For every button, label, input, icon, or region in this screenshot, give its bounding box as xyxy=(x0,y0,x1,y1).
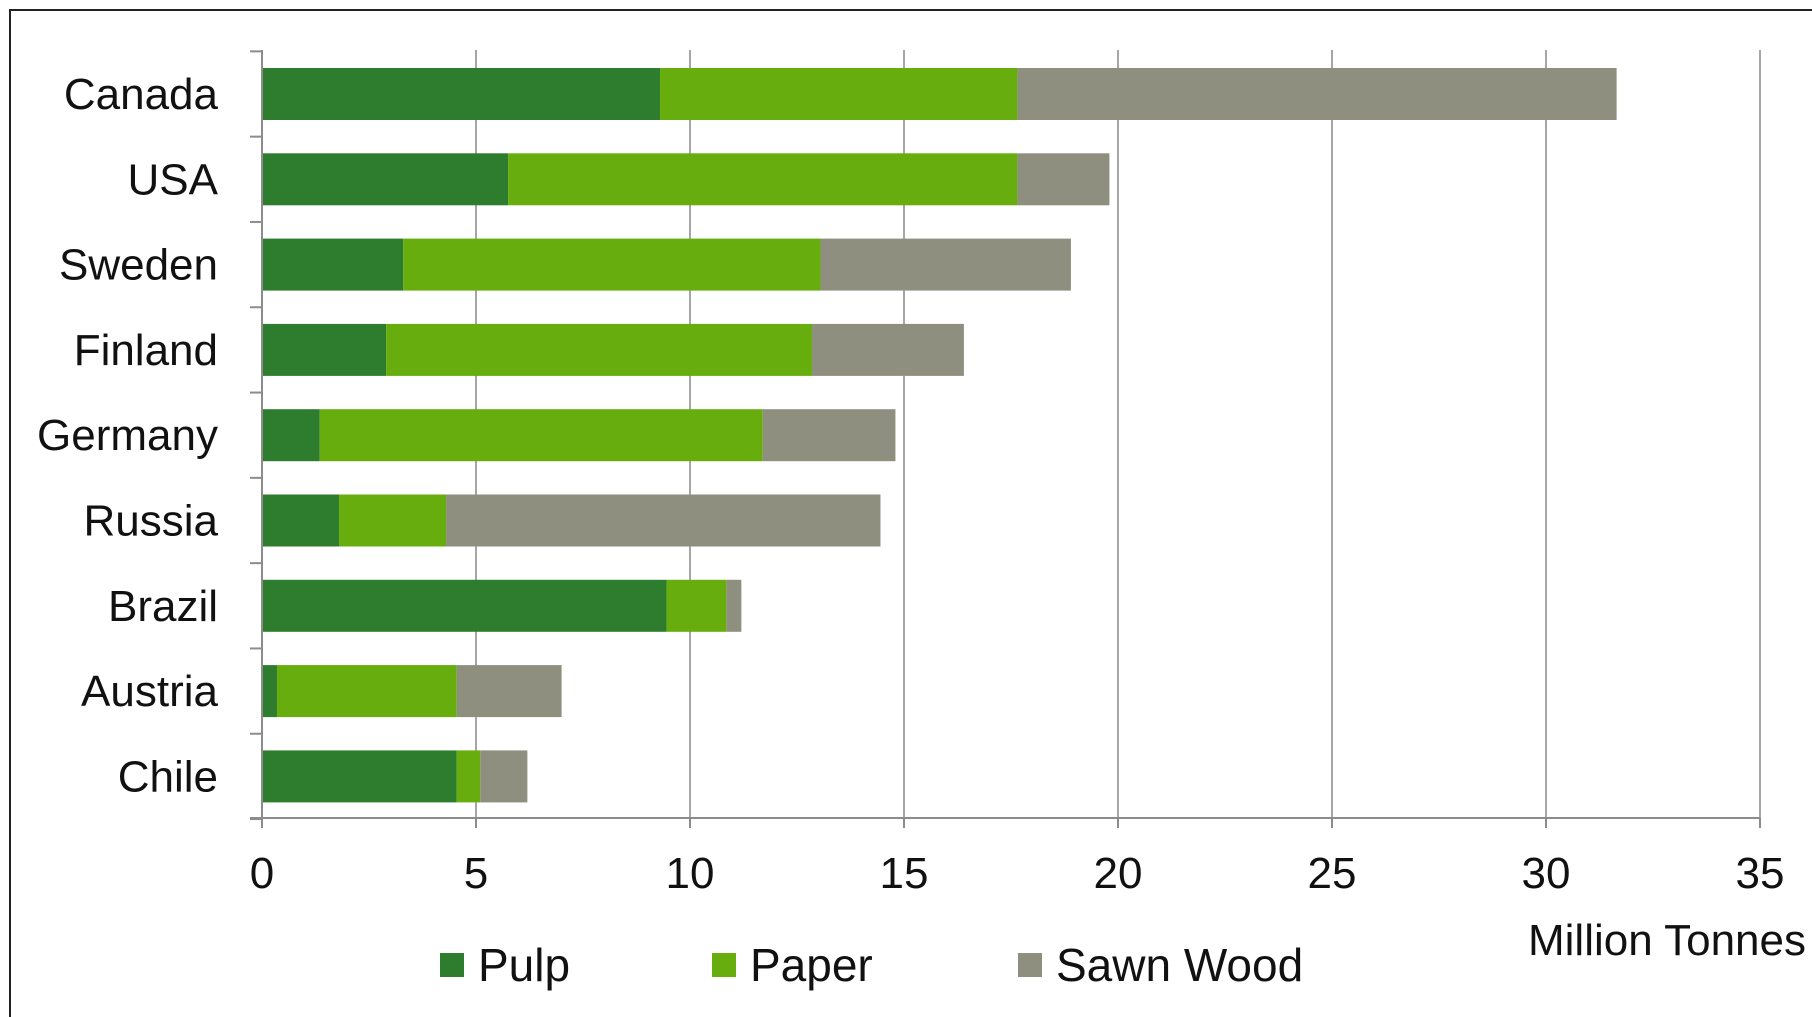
bar-segment-paper xyxy=(339,494,447,547)
bar-segment-sawn-wood xyxy=(1017,153,1110,206)
x-tick-label: 15 xyxy=(880,849,929,898)
bar-segment-sawn-wood xyxy=(762,409,896,462)
category-label: Chile xyxy=(118,752,218,801)
category-label: Brazil xyxy=(108,582,218,631)
bar-segment-sawn-wood xyxy=(726,579,742,632)
bar-segment-pulp xyxy=(262,323,387,376)
x-tick-label: 0 xyxy=(250,849,274,898)
legend-label: Sawn Wood xyxy=(1056,939,1303,991)
category-label: Russia xyxy=(84,497,219,546)
bar-segment-pulp xyxy=(262,665,277,718)
x-tick-label: 30 xyxy=(1522,849,1571,898)
legend-swatch xyxy=(440,953,464,977)
bars xyxy=(262,68,1617,803)
bar-segment-pulp xyxy=(262,579,667,632)
legend-swatch xyxy=(1018,953,1042,977)
bar-segment-pulp xyxy=(262,153,509,206)
bar-segment-pulp xyxy=(262,238,404,291)
bar-segment-paper xyxy=(456,750,481,803)
bar-segment-sawn-wood xyxy=(820,238,1071,291)
bar-segment-paper xyxy=(403,238,821,291)
bar-segment-paper xyxy=(508,153,1018,206)
category-label: Austria xyxy=(81,667,218,716)
bar-segment-sawn-wood xyxy=(456,665,562,718)
x-tick-label: 20 xyxy=(1094,849,1143,898)
x-tick-labels: 0 5 10 15 20 25 30 35 xyxy=(250,849,1785,898)
bar-segment-pulp xyxy=(262,750,457,803)
category-label: Germany xyxy=(37,411,218,460)
bar-segment-sawn-wood xyxy=(480,750,528,803)
bar-segment-paper xyxy=(660,68,1018,120)
legend-label: Pulp xyxy=(478,939,570,991)
bar-segment-paper xyxy=(386,323,812,376)
category-label: Sweden xyxy=(59,241,218,290)
bar-segment-sawn-wood xyxy=(811,323,964,376)
bar-segment-paper xyxy=(276,665,457,718)
bar-segment-sawn-wood xyxy=(446,494,881,547)
category-labels: Canada USA Sweden Finland Germany Russia Brazi… xyxy=(37,70,219,801)
axes xyxy=(250,50,1761,828)
x-tick-label: 25 xyxy=(1308,849,1357,898)
bar-segment-pulp xyxy=(262,409,320,462)
category-label: USA xyxy=(128,155,219,204)
category-label: Finland xyxy=(74,326,218,375)
chart-frame xyxy=(9,9,1812,1017)
bar-segment-paper xyxy=(666,579,727,632)
bar-segment-paper xyxy=(319,409,763,462)
legend: Pulp Paper Sawn Wood xyxy=(440,939,1303,991)
x-axis-label: Million Tonnes xyxy=(1528,916,1806,965)
legend-label: Paper xyxy=(750,939,873,991)
bar-segment-pulp xyxy=(262,68,661,120)
x-tick-label: 5 xyxy=(464,849,488,898)
bar-segment-pulp xyxy=(262,494,340,547)
category-label: Canada xyxy=(64,70,219,119)
bar-segment-sawn-wood xyxy=(1017,68,1617,120)
x-tick-label: 10 xyxy=(666,849,715,898)
x-tick-label: 35 xyxy=(1736,849,1785,898)
legend-swatch xyxy=(712,953,736,977)
